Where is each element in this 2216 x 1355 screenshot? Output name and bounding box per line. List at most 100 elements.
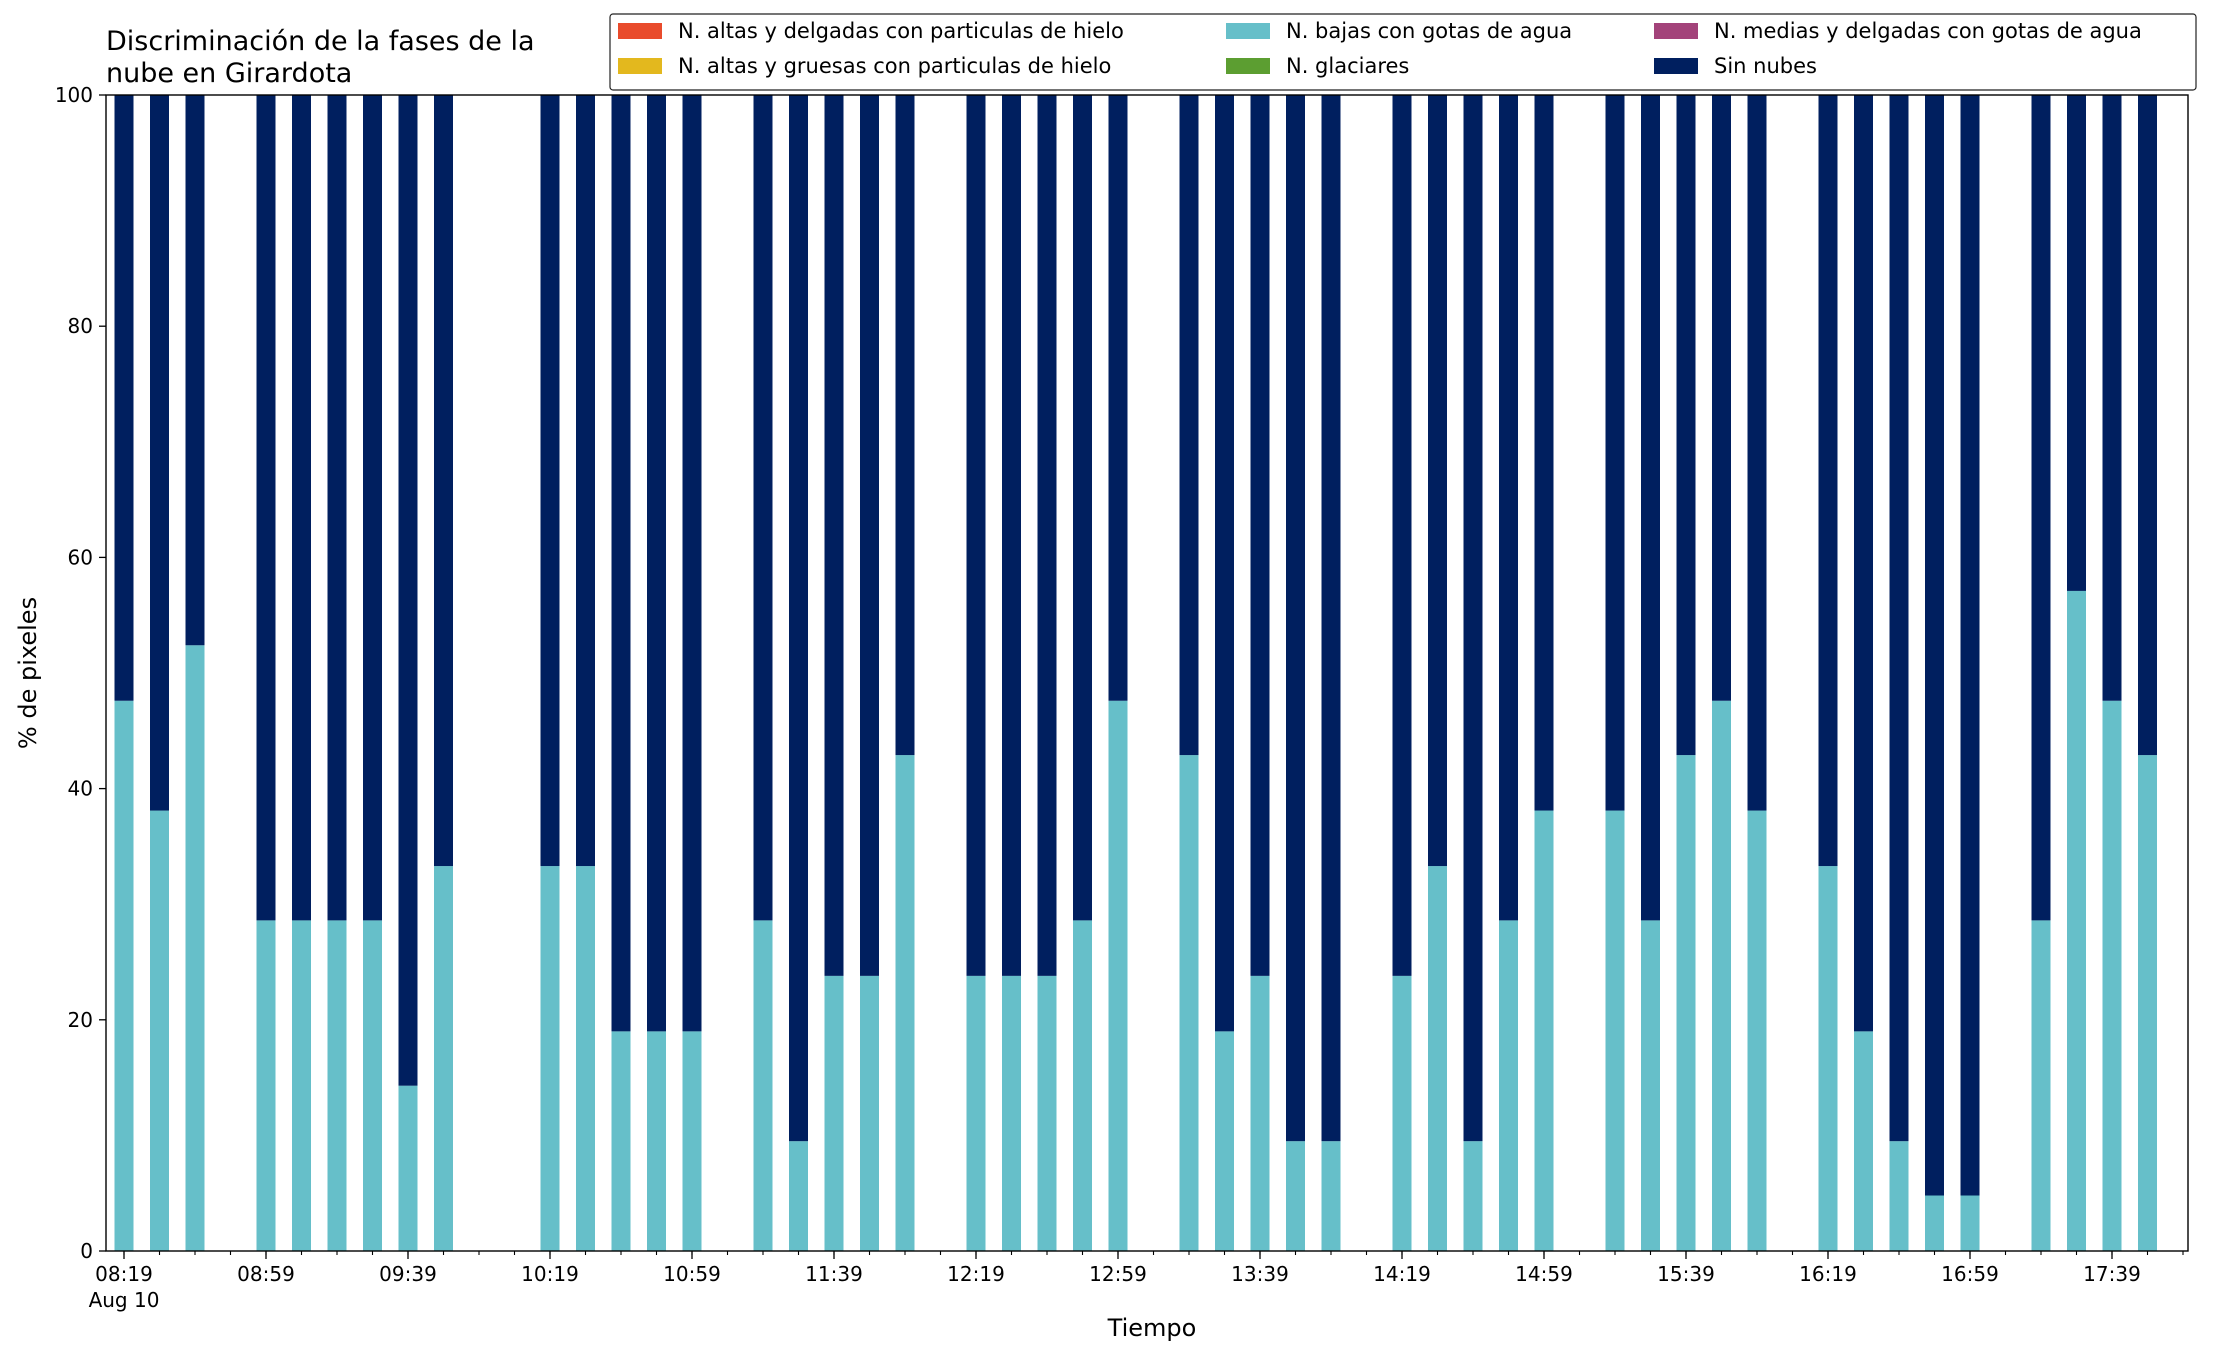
bar-segment: [1428, 95, 1447, 867]
bar-segment: [1037, 975, 1057, 1251]
legend-swatch: [618, 58, 662, 74]
bar-segment: [2102, 700, 2122, 1251]
bar-segment: [1108, 95, 1128, 701]
x-tick-label: 14:19: [1373, 1262, 1431, 1286]
y-axis-label: % de pixeles: [14, 597, 42, 749]
bar-segment: [1250, 95, 1270, 976]
bar-segment: [327, 920, 347, 1251]
bar-segment: [1925, 1195, 1944, 1251]
bar-segment: [434, 95, 453, 867]
bar-segment: [363, 920, 382, 1251]
bar-segment: [1499, 920, 1518, 1251]
bar-segment: [114, 95, 134, 701]
bar-segment: [1002, 95, 1021, 976]
bar-segment: [1108, 700, 1128, 1251]
bar-segment: [895, 755, 915, 1251]
bar-segment: [1463, 95, 1483, 1142]
bar-segment: [114, 700, 134, 1251]
bar-segment: [1960, 1195, 1980, 1251]
legend-swatch: [1654, 58, 1698, 74]
bar-segment: [576, 95, 595, 867]
bar-segment: [1712, 700, 1731, 1251]
x-tick-label: 15:39: [1657, 1262, 1715, 1286]
bar-segment: [292, 920, 311, 1251]
bar-segment: [150, 810, 169, 1251]
bar-segment: [1073, 920, 1092, 1251]
bar-segment: [1534, 95, 1554, 811]
bar-segment: [966, 975, 986, 1251]
bar-segment: [327, 95, 347, 921]
x-tick-label: 12:19: [947, 1262, 1005, 1286]
x-date-label: Aug 10: [89, 1288, 160, 1312]
legend-label: N. altas y gruesas con particulas de hie…: [678, 54, 1111, 78]
bar-segment: [1250, 975, 1270, 1251]
bar-segment: [2067, 95, 2086, 591]
bar-segment: [1215, 95, 1234, 1032]
bar-segment: [185, 645, 205, 1251]
x-tick-label: 14:59: [1515, 1262, 1573, 1286]
x-tick-label: 11:39: [805, 1262, 863, 1286]
bar-segment: [1037, 95, 1057, 976]
bar-segment: [611, 1031, 631, 1251]
bar-segment: [185, 95, 205, 646]
bar-segment: [150, 95, 169, 811]
x-tick-label: 16:59: [1941, 1262, 1999, 1286]
bar-segment: [1073, 95, 1092, 921]
bar-segment: [398, 1085, 418, 1251]
bar-segment: [1321, 95, 1341, 1142]
bar-segment: [256, 920, 276, 1251]
legend-label: N. glaciares: [1286, 54, 1409, 78]
bar-segment: [1676, 95, 1696, 756]
bar-segment: [1179, 95, 1199, 756]
bar-segment: [966, 95, 986, 976]
bar-segment: [1605, 810, 1625, 1251]
legend-label: N. bajas con gotas de agua: [1286, 19, 1572, 43]
bar-segment: [2067, 590, 2086, 1251]
x-tick-label: 09:39: [379, 1262, 437, 1286]
bar-segment: [434, 866, 453, 1251]
bar-segment: [1463, 1141, 1483, 1251]
x-tick-label: 17:39: [2083, 1262, 2141, 1286]
bar-segment: [1286, 1141, 1305, 1251]
chart-title-line-2: nube en Girardota: [106, 58, 352, 89]
x-axis: 08:19 08:59 09:39 10:19 10:59 11:39 12:19 12:59…: [89, 1251, 2184, 1312]
y-tick-label: 60: [68, 545, 93, 569]
bar-segment: [860, 975, 879, 1251]
bar-segment: [753, 95, 773, 921]
y-tick-label: 20: [68, 1008, 93, 1032]
bar-segment: [1286, 95, 1305, 1142]
bar-segment: [753, 920, 773, 1251]
bar-segment: [1854, 1031, 1873, 1251]
bar-segment: [540, 95, 560, 867]
y-tick-label: 80: [68, 314, 93, 338]
bar-segment: [292, 95, 311, 921]
bar-segment: [1641, 95, 1660, 921]
bar-segment: [540, 866, 560, 1251]
bar-segment: [256, 95, 276, 921]
bar-segment: [860, 95, 879, 976]
bars-layer: [114, 95, 2157, 1251]
x-tick-label: 08:59: [237, 1262, 295, 1286]
x-tick-label: 12:59: [1089, 1262, 1147, 1286]
bar-segment: [1712, 95, 1731, 701]
bar-segment: [824, 975, 844, 1251]
legend-frame: [609, 13, 2197, 91]
bar-segment: [1605, 95, 1625, 811]
bar-segment: [1179, 755, 1199, 1251]
x-tick-label: 08:19: [95, 1262, 153, 1286]
x-axis-label: Tiempo: [1107, 1314, 1197, 1342]
x-tick-label: 16:19: [1799, 1262, 1857, 1286]
bar-segment: [1889, 1141, 1909, 1251]
bar-segment: [789, 95, 808, 1142]
legend-swatch: [1226, 23, 1270, 39]
legend-label: Sin nubes: [1714, 54, 1817, 78]
bar-segment: [1960, 95, 1980, 1196]
y-axis: 0 20 40 60 80 100: [55, 83, 106, 1263]
bar-segment: [1818, 95, 1838, 867]
bar-segment: [1747, 95, 1767, 811]
bar-segment: [682, 95, 702, 1032]
bar-segment: [1215, 1031, 1234, 1251]
bar-segment: [1747, 810, 1767, 1251]
bar-segment: [1925, 95, 1944, 1196]
